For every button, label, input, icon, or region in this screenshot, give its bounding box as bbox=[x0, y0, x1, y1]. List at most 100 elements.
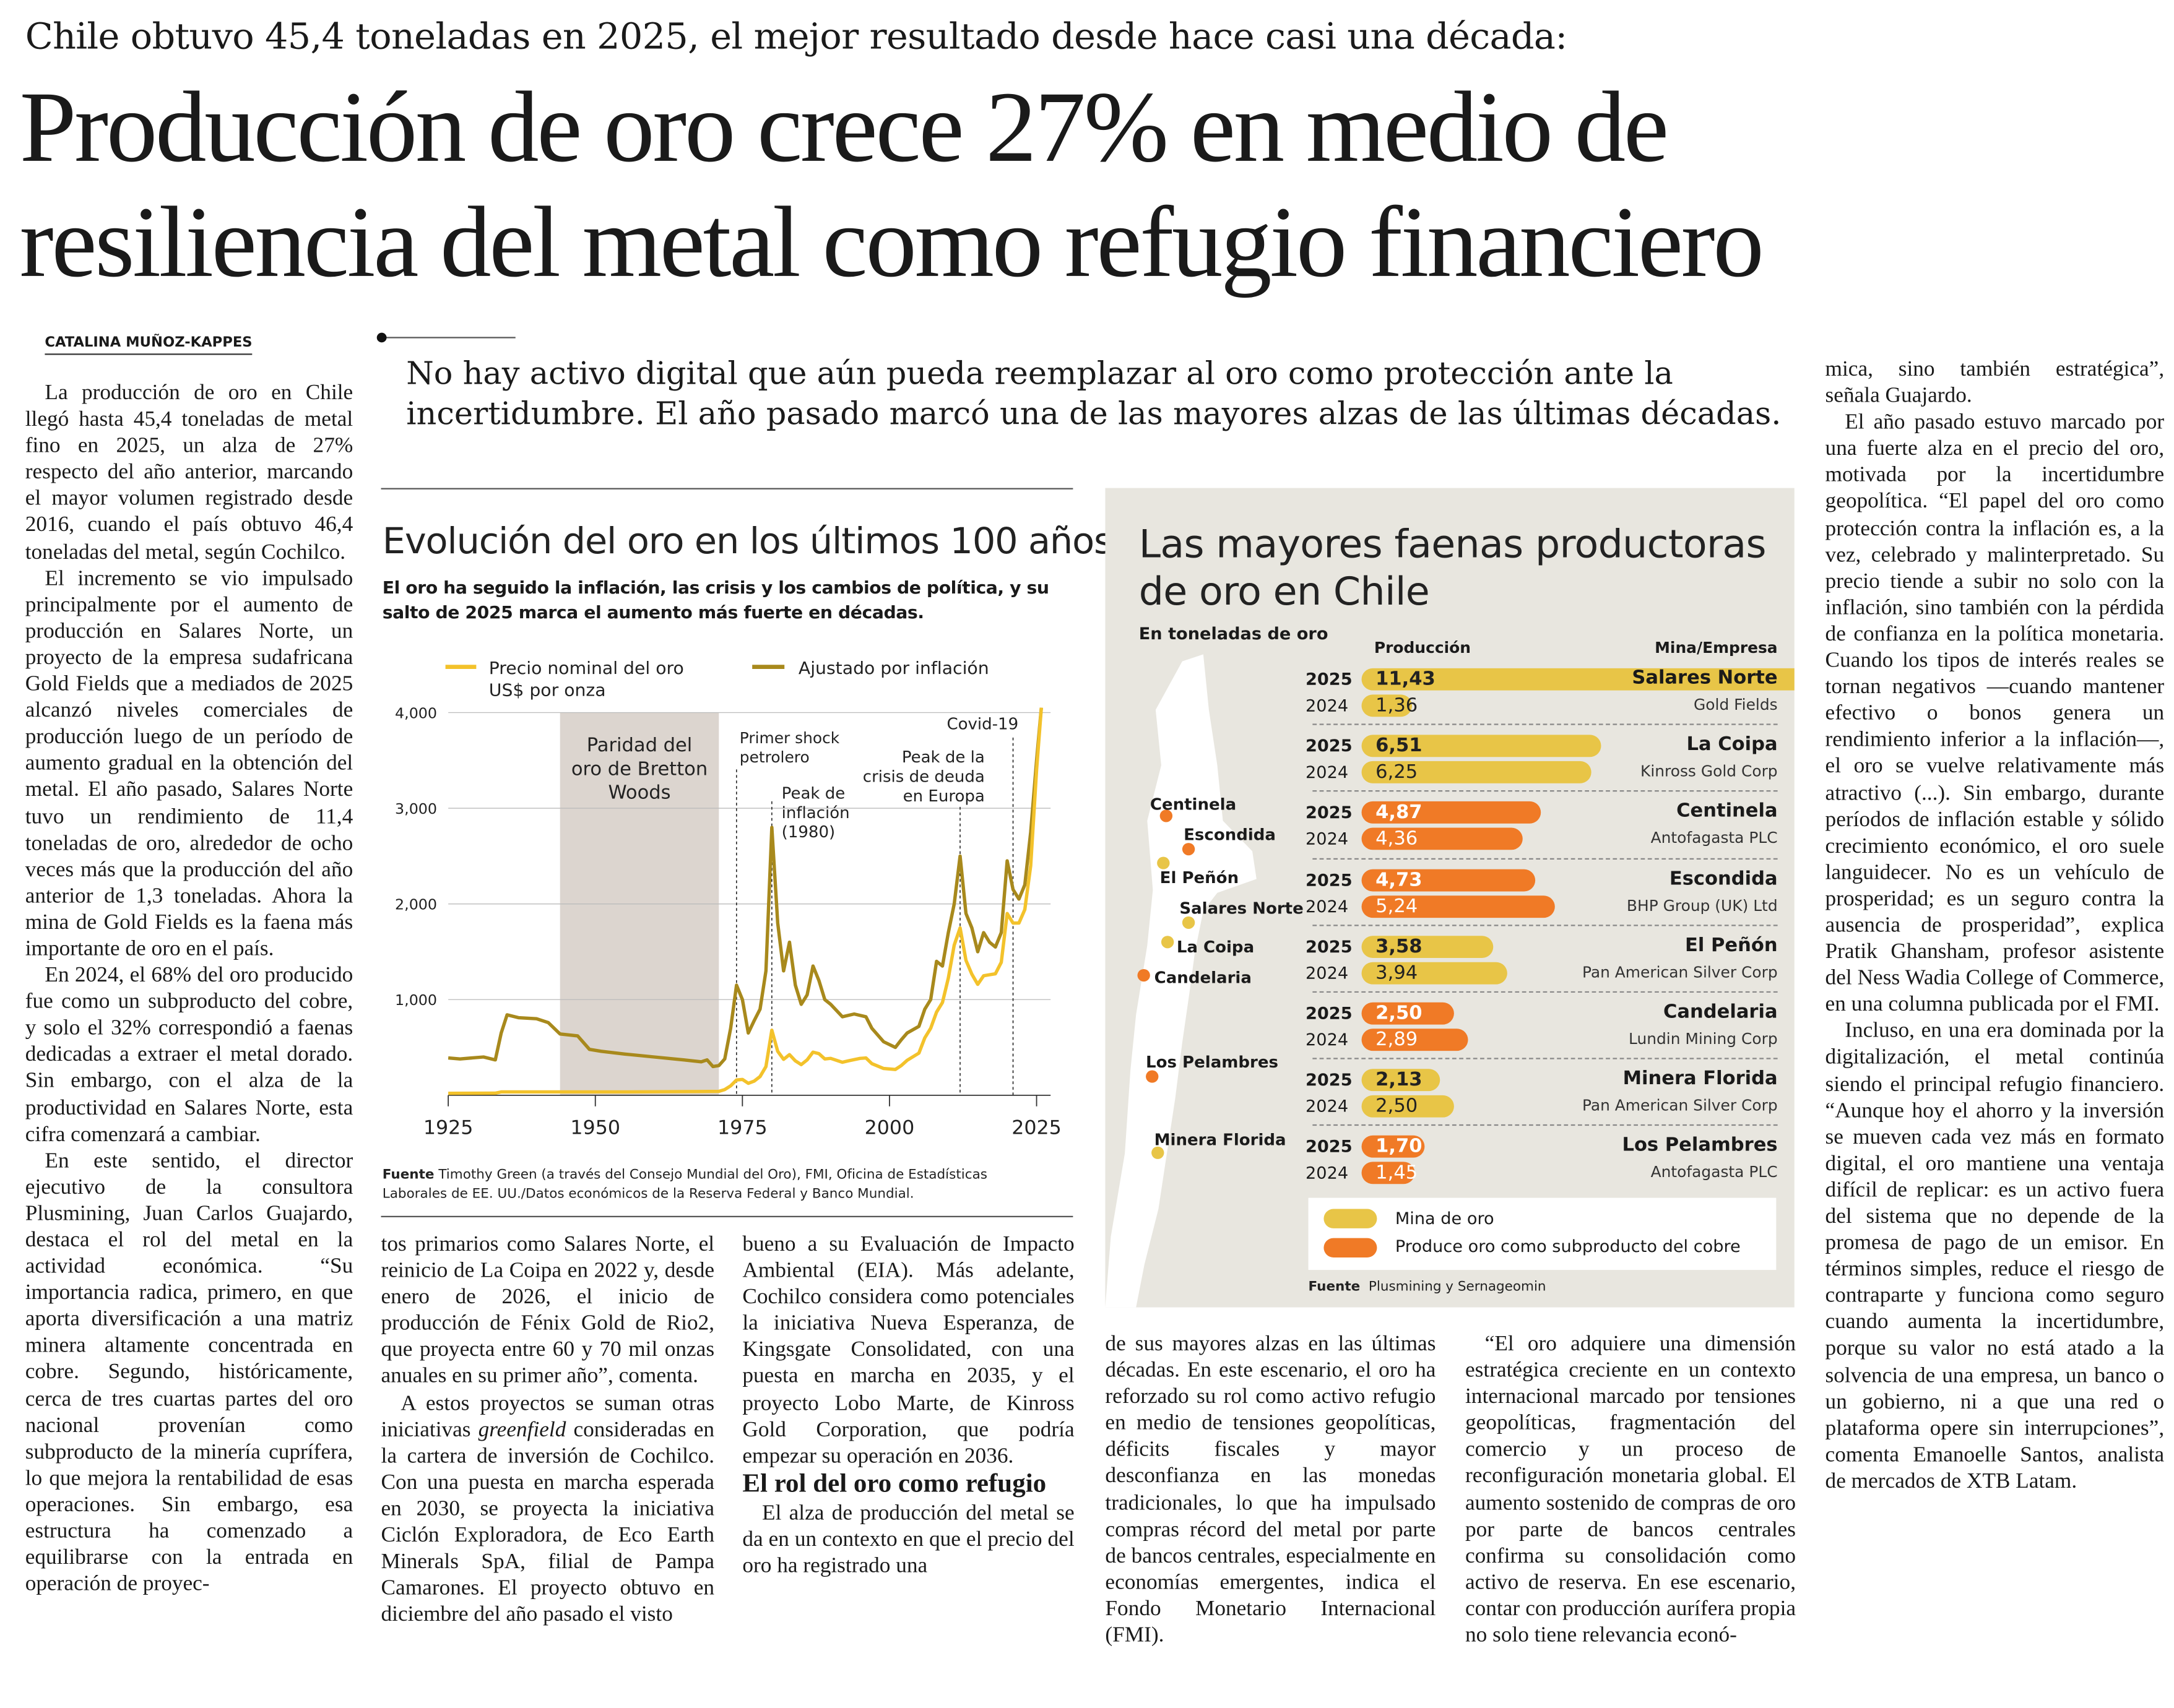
bar-2025: 11,43 bbox=[1361, 668, 1795, 691]
map-marker bbox=[1137, 968, 1150, 982]
bar-value: 6,51 bbox=[1375, 735, 1423, 757]
bar-2025: 3,58 bbox=[1361, 935, 1494, 958]
year-label: 2025 bbox=[1306, 1137, 1353, 1157]
bar-2024: 2,50 bbox=[1361, 1095, 1454, 1118]
legend-label: US$ por onza bbox=[489, 680, 606, 701]
bar-value: 1,36 bbox=[1375, 694, 1418, 717]
bar-value: 2,50 bbox=[1375, 1095, 1418, 1118]
subheading: El rol del oro como refugio bbox=[742, 1469, 1047, 1499]
bar-value: 3,94 bbox=[1375, 962, 1418, 985]
row-separator bbox=[1312, 857, 1778, 860]
year-label: 2025 bbox=[1306, 736, 1353, 756]
annotation-label: petrolero bbox=[740, 748, 810, 766]
x-tick-label: 2025 bbox=[1011, 1117, 1062, 1139]
year-label: 2024 bbox=[1306, 1097, 1349, 1116]
pull-quote: No hay activo digital que aún pueda reem… bbox=[406, 356, 1782, 433]
bar-value: 4,73 bbox=[1375, 868, 1423, 891]
bar-value: 1,45 bbox=[1375, 1162, 1418, 1185]
y-tick-label: 1,000 bbox=[395, 991, 437, 1009]
paragraph: “El oro adquiere una dimensión estratégi… bbox=[1465, 1332, 1796, 1647]
year-label: 2024 bbox=[1306, 696, 1349, 715]
inflation-adjusted-line bbox=[448, 707, 1043, 1069]
map-label: Escondida bbox=[1184, 824, 1276, 845]
map-marker bbox=[1146, 1070, 1159, 1083]
bar-2025: 4,73 bbox=[1361, 868, 1536, 891]
map-marker bbox=[1151, 1146, 1164, 1159]
divider bbox=[381, 1215, 1073, 1217]
year-label: 2025 bbox=[1306, 803, 1353, 823]
column-header-production: Producción bbox=[1374, 639, 1471, 657]
map-label: Salares Norte bbox=[1179, 898, 1304, 918]
x-tick-label: 2000 bbox=[865, 1117, 915, 1139]
company-name: Pan American Silver Corp bbox=[1582, 1097, 1778, 1115]
bar-value: 6,25 bbox=[1375, 761, 1418, 784]
mine-name: El Peñón bbox=[1685, 934, 1778, 957]
bar-value: 5,24 bbox=[1375, 895, 1418, 918]
map-label: La Coipa bbox=[1176, 937, 1255, 957]
map-label: El Peñón bbox=[1159, 868, 1239, 887]
bar-2024: 2,89 bbox=[1361, 1029, 1468, 1051]
chart-title: Evolución del oro en los últimos 100 año… bbox=[382, 521, 1113, 563]
x-tick-label: 1975 bbox=[717, 1117, 768, 1139]
body-column-3: bueno a su Evaluación de Impacto Ambient… bbox=[742, 1231, 1074, 1579]
annotation-label: Peak de la bbox=[902, 748, 985, 767]
paragraph: En 2024, el 68% del oro producido fue co… bbox=[25, 964, 353, 1146]
headline: Producción de oro crece 27% en medio de … bbox=[20, 69, 2121, 300]
mine-name: Candelaria bbox=[1663, 1001, 1778, 1024]
bar-2025: 1,70 bbox=[1361, 1136, 1424, 1158]
year-label: 2025 bbox=[1306, 869, 1353, 890]
legend-label: Produce oro como subproducto del cobre bbox=[1395, 1236, 1741, 1256]
company-name: Gold Fields bbox=[1694, 696, 1778, 714]
bar-value: 4,87 bbox=[1375, 801, 1423, 824]
paragraph: El alza de producción del metal se da en… bbox=[742, 1501, 1075, 1578]
year-label: 2024 bbox=[1306, 896, 1349, 916]
y-tick-label: 4,000 bbox=[395, 705, 437, 722]
source-text: Plusmining y Sernageomin bbox=[1368, 1279, 1546, 1295]
map-marker bbox=[1159, 809, 1173, 822]
nominal-price-line bbox=[448, 707, 1043, 1095]
company-name: Pan American Silver Corp bbox=[1582, 963, 1778, 981]
pull-quote-marker bbox=[376, 332, 516, 343]
chart-source: Fuente Plusmining y Sernageomin bbox=[1309, 1279, 1546, 1298]
paragraph: Incluso, en una era dominada por la digi… bbox=[1825, 1019, 2165, 1493]
map-label: Centinela bbox=[1150, 794, 1237, 814]
bar-2025: 4,87 bbox=[1361, 801, 1541, 824]
paragraph: El año pasado estuvo marcado por una fue… bbox=[1825, 410, 2165, 1017]
annotation-label: inflación bbox=[782, 804, 850, 822]
map-marker bbox=[1157, 856, 1170, 869]
headline-line-2: resiliencia del metal como refugio finan… bbox=[19, 186, 1764, 298]
bar-value: 3,58 bbox=[1375, 935, 1423, 958]
source-label: Fuente bbox=[1308, 1279, 1361, 1295]
row-separator bbox=[1312, 1124, 1778, 1126]
row-separator bbox=[1312, 924, 1778, 926]
text: consideradas en la cartera de inversión … bbox=[381, 1418, 715, 1627]
mine-name: Los Pelambres bbox=[1622, 1134, 1778, 1157]
italic-text: greenfield bbox=[478, 1418, 566, 1442]
bar-2024: 1,36 bbox=[1361, 694, 1418, 717]
row-separator bbox=[1312, 991, 1778, 993]
map-marker bbox=[1161, 936, 1174, 949]
year-label: 2024 bbox=[1306, 1030, 1349, 1050]
chart-title: Las mayores faenas productoras de oro en… bbox=[1138, 521, 1767, 615]
source-label: Fuente bbox=[382, 1167, 435, 1183]
company-name: Antofagasta PLC bbox=[1650, 829, 1778, 848]
map-label: Minera Florida bbox=[1154, 1129, 1286, 1150]
chart-subtitle: El oro ha seguido la inflación, las cris… bbox=[382, 576, 1049, 623]
chile-map bbox=[1105, 654, 1257, 1308]
column-header-mine: Mina/Empresa bbox=[1655, 639, 1778, 657]
legend-swatch-copper bbox=[1323, 1238, 1377, 1257]
text: A estos proyectos se suman otras iniciat… bbox=[381, 1391, 715, 1442]
paragraph: tos primarios como Salares Norte, el rei… bbox=[381, 1232, 715, 1389]
y-tick-label: 3,000 bbox=[395, 800, 437, 817]
map-marker bbox=[1182, 843, 1195, 856]
company-name: Kinross Gold Corp bbox=[1640, 762, 1778, 781]
bar-2024: 3,94 bbox=[1361, 962, 1507, 985]
body-column-6: mica, sino también estratégica”, señala … bbox=[1825, 356, 2165, 1494]
source-text: Timothy Green (a través del Consejo Mund… bbox=[382, 1167, 987, 1202]
year-label: 2024 bbox=[1306, 963, 1349, 983]
paragraph: de sus mayores alzas en las últimas déca… bbox=[1105, 1332, 1436, 1647]
row-separator bbox=[1312, 1058, 1778, 1060]
annotation-label: crisis de deuda bbox=[863, 768, 985, 787]
bar-2025: 2,13 bbox=[1361, 1069, 1440, 1092]
